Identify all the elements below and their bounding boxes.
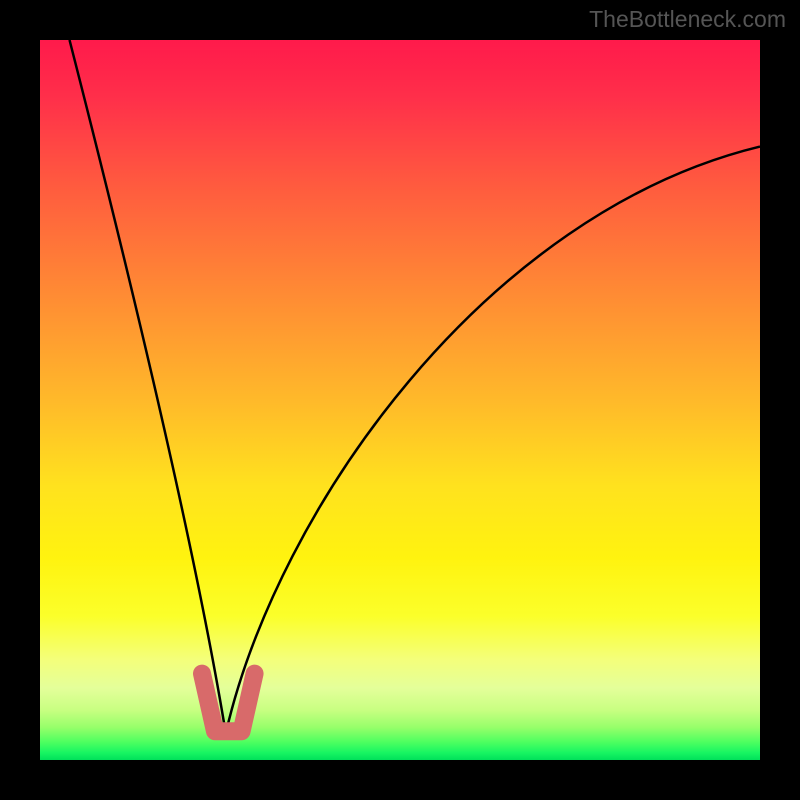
watermark-text: TheBottleneck.com: [589, 6, 786, 33]
bottleneck-chart-svg: [0, 0, 800, 800]
plot-background: [40, 40, 760, 760]
chart-frame: TheBottleneck.com: [0, 0, 800, 800]
